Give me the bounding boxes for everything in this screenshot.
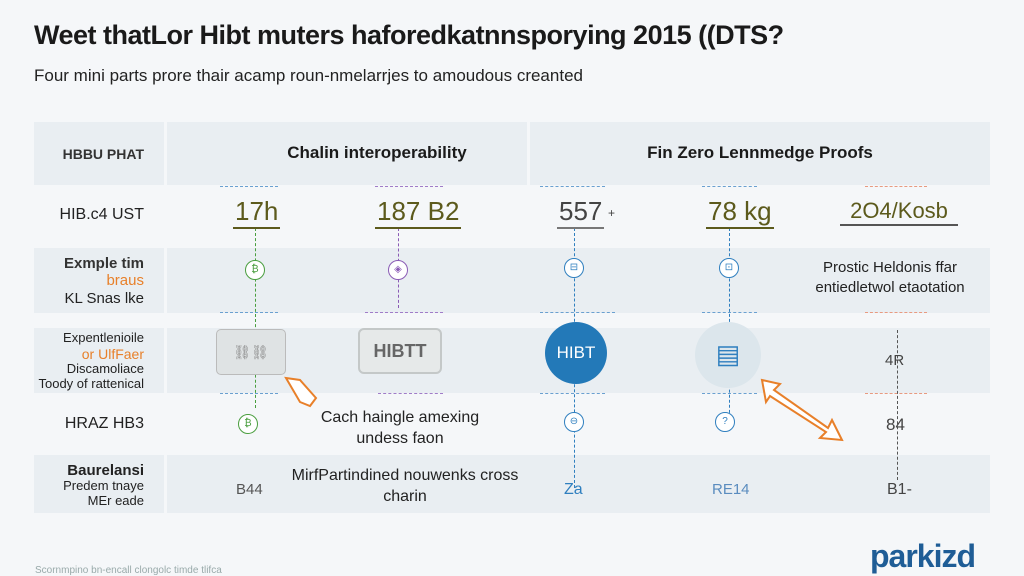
dash [378,393,443,394]
header-cell-a [167,122,527,185]
header-cell-left [34,122,164,185]
token-icon: ₿ [245,260,265,280]
value-c3-suffix: + [608,206,616,220]
dash [865,393,927,394]
token-icon: ₿ [238,414,258,434]
row-label-2-line1: Exmple tim [63,255,144,272]
row-label-3-line1: Expentlenioile [63,330,144,345]
row-band-5 [34,455,990,513]
page-title: Weet thatLor Hibt muters haforedkatnnspo… [34,20,784,50]
hibt-circle: HIBT [545,322,607,384]
header-chain-interoperability: Chalin interoperability [287,143,467,162]
column-divider [164,122,167,513]
row-band-3 [34,328,990,393]
brand-logo: parkizd [870,538,976,574]
cell-c5-row4: 84 [886,415,905,434]
row-label-5-line2: Predem tnaye [63,478,144,494]
page-subtitle: Four mini parts prore thair acamp roun-n… [34,66,583,85]
row-label-3: Expentlenioile or UlfFaer Discamoliace T… [20,330,144,392]
header-left: HBBU PHAT [62,146,144,162]
row-label-5-line3: MEr eade [87,493,144,509]
cell-c3-row5: Za [564,481,583,498]
row-label-2-line2: braus [106,272,144,290]
dash [865,312,927,313]
dash [540,393,605,394]
header-zero-knowledge-proofs: Fin Zero Lennmedge Proofs [647,143,873,162]
row-label-2: Exmple tim braus KL Snas lke [34,255,144,307]
value-c2: 187 B2 [375,196,462,229]
value-c4: 78 kg [706,196,774,229]
row-label-3-line4: Toody of rattenical [38,375,144,391]
row-label-2-line3: KL Snas lke [64,289,145,307]
caption-row5: MirfPartindined nouwenks cross charin [291,467,519,505]
connector-gray [897,330,898,480]
dash [220,312,278,313]
row-label-4: HRAZ HB3 [64,415,144,432]
dash [375,186,443,187]
cell-c5-row3: 4R [885,352,905,369]
connector-green [255,228,256,408]
cell-c4-row5: RE14 [712,481,750,498]
value-c5: 2O4/Kosb [840,198,958,226]
caption-row4: Cach haingle amexing undess faon [320,409,480,447]
footer-note: Scornmpino bn-encall clongolc timde tlif… [35,565,222,576]
row-band-2 [34,248,990,313]
dash [220,186,278,187]
dash [365,312,443,313]
header-cell-b [530,122,990,185]
dash [220,393,278,394]
cell-c1-row5: B44 [236,481,263,498]
dash [540,312,615,313]
token-icon: ⊟ [564,258,584,278]
document-icon: ▤ [695,322,761,388]
row-label-5: Baurelansi Predem tnaye MEr eade [34,462,144,509]
token-icon: ◈ [388,260,408,280]
dash [702,186,757,187]
note-c5-row2: Prostic Heldonis ffar entiedletwol etaot… [815,259,965,296]
row-label-1: HIB.c4 UST [59,206,144,223]
row-label-5-line1: Baurelansi [67,462,144,479]
chain-node-icon: ⛓⛓ [216,329,286,375]
token-icon: ⊖ [564,412,584,432]
double-arrow-icon [760,378,844,442]
token-icon: ? [715,412,735,432]
dash [865,186,927,187]
dash [540,186,605,187]
token-icon: ⊡ [719,258,739,278]
row-label-3-line3: Discamoliace [66,361,144,377]
row-label-3-line2: or UlfFaer [81,345,144,362]
pointer-hand-icon [284,376,318,408]
hibtt-box: HIBTT [358,328,442,374]
value-c3: 557 [557,196,605,229]
cell-c5-row5: B1- [887,481,912,498]
value-c1: 17h [233,196,281,229]
